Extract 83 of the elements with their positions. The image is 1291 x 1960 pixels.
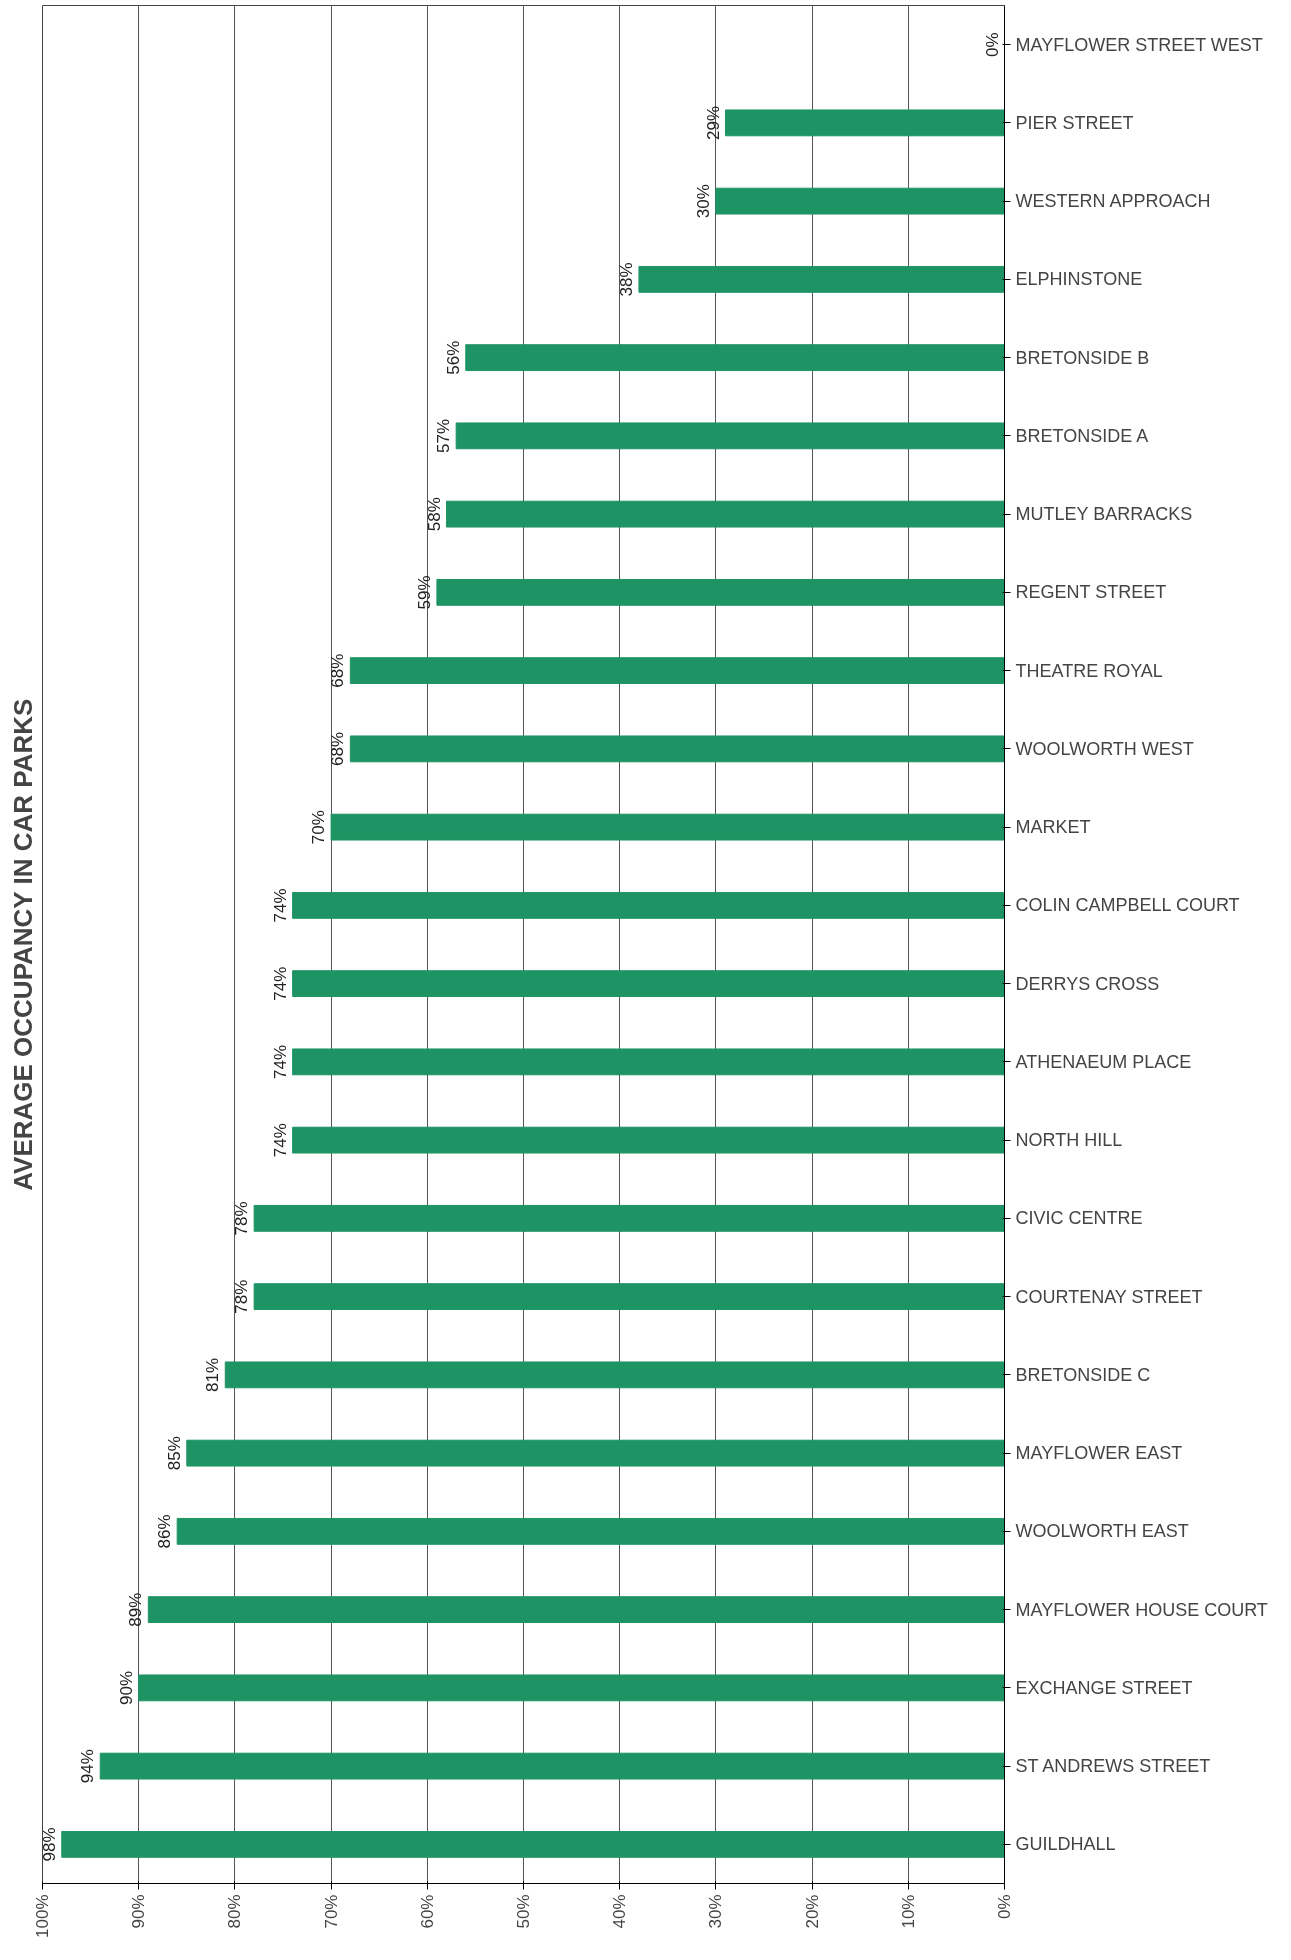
bar <box>99 1752 1005 1780</box>
y-tick-label: WESTERN APPROACH <box>1015 191 1211 212</box>
data-label: 70% <box>309 810 329 845</box>
bar <box>138 1674 1005 1702</box>
bar <box>292 1048 1005 1076</box>
y-tick-label: BRETONSIDE A <box>1015 425 1149 446</box>
x-tick-label: 10% <box>898 1894 918 1929</box>
bar <box>465 344 1005 372</box>
data-label: 85% <box>164 1436 184 1471</box>
y-tick-label: REGENT STREET <box>1015 582 1167 603</box>
x-tick-label: 60% <box>417 1894 437 1929</box>
y-tick-label: MARKET <box>1015 817 1091 838</box>
bar <box>253 1283 1005 1311</box>
y-tick-label: COURTENAY STREET <box>1015 1286 1203 1307</box>
y-tick-label: ELPHINSTONE <box>1015 269 1143 290</box>
bar <box>292 1126 1005 1154</box>
y-tick-label: MUTLEY BARRACKS <box>1015 504 1193 525</box>
data-label: 74% <box>270 966 290 1001</box>
data-label: 30% <box>693 184 713 219</box>
x-tick-label: 30% <box>706 1894 726 1929</box>
y-tick-label: THEATRE ROYAL <box>1015 660 1163 681</box>
bar <box>176 1517 1005 1545</box>
text: AVERAGE OCCUPANCY IN CAR PARKS <box>7 698 38 1191</box>
y-tick-label: MAYFLOWER EAST <box>1015 1443 1183 1464</box>
data-label: 0% <box>982 32 1002 57</box>
y-tick-label: ST ANDREWS STREET <box>1015 1756 1211 1777</box>
data-label: 38% <box>616 262 636 297</box>
y-tick-label: DERRYS CROSS <box>1015 973 1160 994</box>
y-tick-label: ATHENAEUM PLACE <box>1015 1051 1192 1072</box>
data-label: 78% <box>232 1279 252 1314</box>
data-label: 98% <box>39 1827 59 1862</box>
y-tick-label: WOOLWORTH WEST <box>1015 738 1194 759</box>
x-tick-label: 80% <box>225 1894 245 1929</box>
x-tick-label: 100% <box>33 1894 52 1938</box>
y-tick-label: COLIN CAMPBELL COURT <box>1015 895 1240 916</box>
bar <box>253 1204 1005 1232</box>
x-tick-label: 20% <box>802 1894 822 1929</box>
data-label: 56% <box>443 340 463 375</box>
data-label: 74% <box>270 888 290 923</box>
bar <box>292 970 1005 998</box>
bar <box>436 578 1005 606</box>
bar <box>455 422 1005 450</box>
data-label: 78% <box>232 1201 252 1236</box>
bar <box>147 1596 1005 1624</box>
bar <box>349 657 1005 685</box>
data-label: 90% <box>116 1670 136 1705</box>
bar <box>349 735 1005 763</box>
data-label: 68% <box>328 653 348 688</box>
data-label: 74% <box>270 1044 290 1079</box>
y-tick-label: MAYFLOWER STREET WEST <box>1015 34 1263 55</box>
y-tick-label: MAYFLOWER HOUSE COURT <box>1015 1599 1268 1620</box>
y-tick-label: BRETONSIDE B <box>1015 347 1150 368</box>
data-label: 74% <box>270 1123 290 1158</box>
bar <box>330 813 1005 841</box>
data-label: 57% <box>434 418 454 453</box>
x-tick-label: 40% <box>610 1894 630 1929</box>
x-tick-label: 90% <box>129 1894 149 1929</box>
y-tick-label: GUILDHALL <box>1015 1834 1116 1855</box>
y-tick-label: BRETONSIDE C <box>1015 1364 1151 1385</box>
bar <box>61 1830 1005 1858</box>
bar <box>224 1361 1005 1389</box>
y-tick-label: WOOLWORTH EAST <box>1015 1521 1189 1542</box>
data-label: 81% <box>203 1357 223 1392</box>
data-label: 58% <box>424 497 444 532</box>
x-tick-label: 50% <box>514 1894 533 1929</box>
bar <box>725 109 1005 137</box>
x-tick-label: 0% <box>995 1894 1014 1920</box>
y-tick-label: CIVIC CENTRE <box>1015 1208 1143 1229</box>
bar <box>292 891 1005 919</box>
data-label: 68% <box>328 731 348 766</box>
y-tick-label: EXCHANGE STREET <box>1015 1677 1193 1698</box>
data-label: 59% <box>414 575 434 610</box>
y-tick-label: PIER STREET <box>1015 112 1134 133</box>
bar <box>638 265 1005 293</box>
bar <box>446 500 1005 528</box>
data-label: 86% <box>155 1514 175 1549</box>
data-label: 89% <box>126 1592 146 1627</box>
y-tick-label: NORTH HILL <box>1015 1130 1123 1151</box>
bar <box>715 187 1005 215</box>
data-label: 94% <box>78 1749 98 1784</box>
x-tick-label: 70% <box>321 1894 341 1929</box>
bar <box>186 1439 1005 1467</box>
data-label: 29% <box>703 105 723 140</box>
